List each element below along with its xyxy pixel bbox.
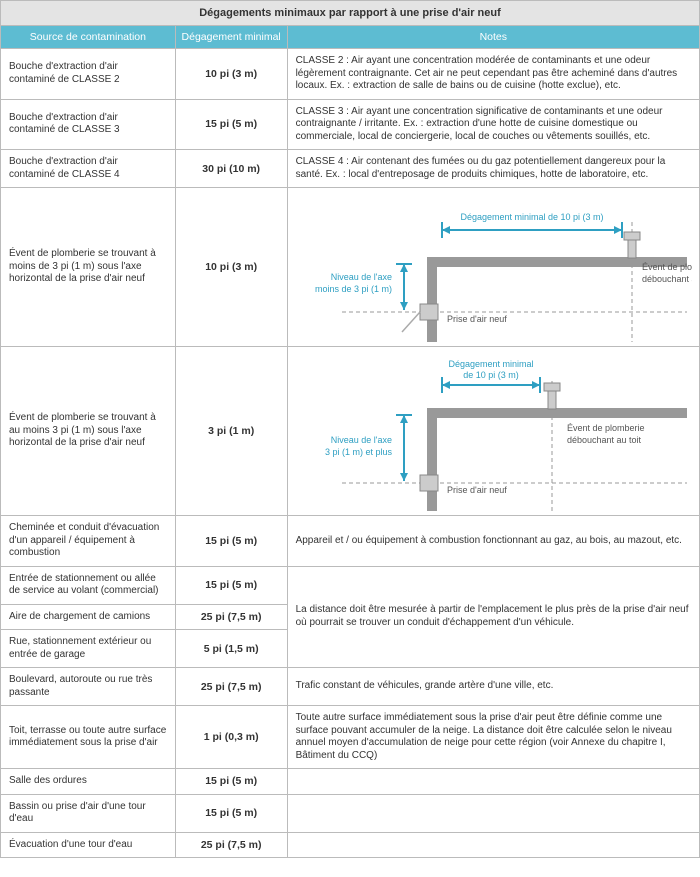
clearance-cell: 15 pi (5 m) xyxy=(175,516,287,567)
source-cell: Entrée de stationnement ou allée de serv… xyxy=(1,566,176,604)
clearance-cell: 25 pi (7,5 m) xyxy=(175,832,287,858)
vent-label-2: débouchant au toit xyxy=(642,274,692,284)
header-row: Source de contamination Dégagement minim… xyxy=(1,26,700,49)
notes-cell: CLASSE 2 : Air ayant une concentration m… xyxy=(287,49,699,100)
clearance-cell: 1 pi (0,3 m) xyxy=(175,706,287,769)
level-label-1: Niveau de l'axe xyxy=(330,272,391,282)
clearance-cell: 15 pi (5 m) xyxy=(175,566,287,604)
title-row: Dégagements minimaux par rapport à une p… xyxy=(1,1,700,26)
table-row: Bouche d'extraction d'air contaminé de C… xyxy=(1,99,700,150)
plumbing-vent-diagram-1: Dégagement minimal de 10 pi (3 m) Niveau… xyxy=(292,192,692,342)
level-label-2: 3 pi (1 m) et plus xyxy=(325,447,393,457)
clearance-label-2: de 10 pi (3 m) xyxy=(463,370,519,380)
level-label-1: Niveau de l'axe xyxy=(330,435,391,445)
notes-cell: Toute autre surface immédiatement sous l… xyxy=(287,706,699,769)
source-cell: Rue, stationnement extérieur ou entrée d… xyxy=(1,630,176,668)
vent-label-1: Évent de plomberie xyxy=(642,262,692,272)
source-cell: Évent de plomberie se trouvant à au moin… xyxy=(1,347,176,516)
table-row: Salle des ordures 15 pi (5 m) xyxy=(1,769,700,795)
notes-cell xyxy=(287,832,699,858)
clearance-label-1: Dégagement minimal xyxy=(448,359,533,369)
notes-cell: CLASSE 3 : Air ayant une concentration s… xyxy=(287,99,699,150)
notes-cell: Trafic constant de véhicules, grande art… xyxy=(287,668,699,706)
source-cell: Bouche d'extraction d'air contaminé de C… xyxy=(1,49,176,100)
table-row: Évacuation d'une tour d'eau 25 pi (7,5 m… xyxy=(1,832,700,858)
clearance-cell: 10 pi (3 m) xyxy=(175,49,287,100)
notes-cell xyxy=(287,769,699,795)
table-row: Évent de plomberie se trouvant à moins d… xyxy=(1,188,700,347)
intake-label: Prise d'air neuf xyxy=(447,485,507,495)
col-source: Source de contamination xyxy=(1,26,176,49)
table-row: Évent de plomberie se trouvant à au moin… xyxy=(1,347,700,516)
level-label-2: moins de 3 pi (1 m) xyxy=(315,284,392,294)
table-row: Cheminée et conduit d'évacuation d'un ap… xyxy=(1,516,700,567)
table-row: Entrée de stationnement ou allée de serv… xyxy=(1,566,700,604)
col-notes: Notes xyxy=(287,26,699,49)
notes-cell-merged: La distance doit être mesurée à partir d… xyxy=(287,566,699,668)
clearance-cell: 10 pi (3 m) xyxy=(175,188,287,347)
col-clearance: Dégagement minimal xyxy=(175,26,287,49)
source-cell: Évacuation d'une tour d'eau xyxy=(1,832,176,858)
clearance-cell: 15 pi (5 m) xyxy=(175,769,287,795)
source-cell: Bouche d'extraction d'air contaminé de C… xyxy=(1,99,176,150)
diagram-cell: Dégagement minimal de 10 pi (3 m) Niveau… xyxy=(287,188,699,347)
clearance-cell: 15 pi (5 m) xyxy=(175,794,287,832)
source-cell: Salle des ordures xyxy=(1,769,176,795)
source-cell: Évent de plomberie se trouvant à moins d… xyxy=(1,188,176,347)
table-row: Bouche d'extraction d'air contaminé de C… xyxy=(1,49,700,100)
source-cell: Aire de chargement de camions xyxy=(1,604,176,630)
clearance-cell: 30 pi (10 m) xyxy=(175,150,287,188)
table-row: Bassin ou prise d'air d'une tour d'eau 1… xyxy=(1,794,700,832)
clearance-label: Dégagement minimal de 10 pi (3 m) xyxy=(460,212,603,222)
table-row: Toit, terrasse ou toute autre surface im… xyxy=(1,706,700,769)
table-row: Boulevard, autoroute ou rue très passant… xyxy=(1,668,700,706)
source-cell: Cheminée et conduit d'évacuation d'un ap… xyxy=(1,516,176,567)
clearance-cell: 15 pi (5 m) xyxy=(175,99,287,150)
diagram-cell: Dégagement minimal de 10 pi (3 m) Niveau… xyxy=(287,347,699,516)
intake-label: Prise d'air neuf xyxy=(447,314,507,324)
clearances-table: Dégagements minimaux par rapport à une p… xyxy=(0,0,700,858)
clearance-cell: 25 pi (7,5 m) xyxy=(175,668,287,706)
notes-cell: Appareil et / ou équipement à combustion… xyxy=(287,516,699,567)
source-cell: Bassin ou prise d'air d'une tour d'eau xyxy=(1,794,176,832)
clearance-cell: 3 pi (1 m) xyxy=(175,347,287,516)
notes-cell: CLASSE 4 : Air contenant des fumées ou d… xyxy=(287,150,699,188)
source-cell: Bouche d'extraction d'air contaminé de C… xyxy=(1,150,176,188)
plumbing-vent-diagram-2: Dégagement minimal de 10 pi (3 m) Niveau… xyxy=(292,351,692,511)
table-row: Bouche d'extraction d'air contaminé de C… xyxy=(1,150,700,188)
clearance-cell: 25 pi (7,5 m) xyxy=(175,604,287,630)
vent-label-2: débouchant au toit xyxy=(567,435,642,445)
vent-label-1: Évent de plomberie xyxy=(567,423,645,433)
clearance-cell: 5 pi (1,5 m) xyxy=(175,630,287,668)
table-title: Dégagements minimaux par rapport à une p… xyxy=(1,1,700,26)
source-cell: Boulevard, autoroute ou rue très passant… xyxy=(1,668,176,706)
source-cell: Toit, terrasse ou toute autre surface im… xyxy=(1,706,176,769)
notes-cell xyxy=(287,794,699,832)
